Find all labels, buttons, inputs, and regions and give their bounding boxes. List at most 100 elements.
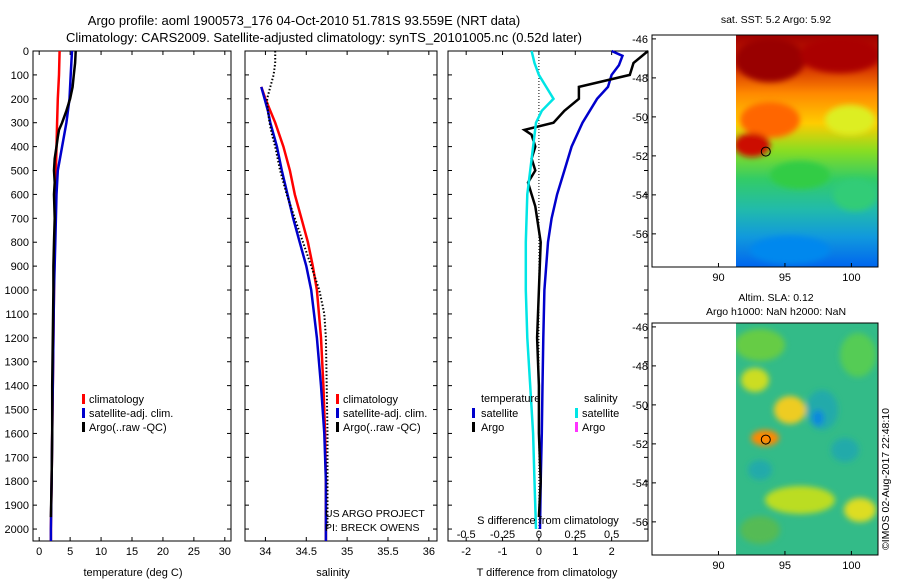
series-line-satellite-adj-clim-	[260, 86, 328, 541]
x-tick-label: -1	[498, 546, 508, 558]
x-tick-label: 0	[536, 546, 542, 558]
map-y-tick-label: -54	[632, 190, 648, 202]
map-y-tick-label: -48	[632, 361, 648, 373]
series-line-argo-raw-qc-	[49, 50, 77, 518]
legend-label-argo: Argo(..raw -QC)	[343, 422, 421, 434]
legend-label-climatology: climatology	[89, 394, 145, 406]
sst-orange-patch	[740, 102, 800, 138]
x-tick-label: 34	[259, 546, 271, 558]
map-y-tick-label: -48	[632, 73, 648, 85]
depth-tick-label: 200	[11, 94, 29, 106]
depth-tick-label: 900	[11, 261, 29, 273]
temperature-panel-frame	[32, 50, 232, 542]
sst-map-frame	[651, 34, 879, 268]
sla-cyan-patch	[748, 460, 772, 480]
depth-tick-label: 300	[11, 118, 29, 130]
sla-cyan-patch	[831, 438, 859, 462]
sla-green-patch	[740, 516, 780, 544]
map-y-tick-label: -52	[632, 439, 648, 451]
difference-panel-frame	[447, 50, 649, 542]
series-line-temperature-argo	[521, 50, 649, 518]
legend-swatch-satellite-adj	[82, 408, 85, 418]
legend-swatch-argo	[336, 422, 339, 432]
sla-cyan-patch	[806, 390, 838, 430]
difference-legend: temperature salinity satellite Argo sate…	[472, 393, 619, 434]
project-label: US ARGO PROJECT	[325, 508, 425, 520]
depth-tick-label: 1500	[5, 405, 29, 417]
map-y-tick-label: -46	[632, 322, 648, 334]
map-y-tick-label: -50	[632, 112, 648, 124]
legend-swatch-s-satellite	[575, 408, 578, 418]
sla-green-patch	[736, 329, 785, 361]
x-tick-label: 35	[341, 546, 353, 558]
s-tick-label: 0	[536, 529, 542, 541]
sla-heatmap	[736, 323, 878, 555]
x-tick-label: 1	[572, 546, 578, 558]
sla-yellow-patch	[844, 498, 876, 522]
sst-warm-patch	[736, 38, 805, 82]
legend-swatch-argo	[82, 422, 85, 432]
series-line-climatology	[260, 86, 328, 541]
sst-green-patch	[833, 179, 877, 211]
figure-title-line2: Climatology: CARS2009. Satellite-adjuste…	[66, 30, 582, 45]
sst-heatmap	[736, 35, 878, 267]
salinity-panel-frame	[244, 50, 438, 542]
x-tick-label: 0	[36, 546, 42, 558]
sst-yellow-patch	[825, 105, 875, 135]
x-tick-label: 35.5	[377, 546, 398, 558]
legend-header-salinity: salinity	[584, 393, 618, 405]
map-x-tick-label: 95	[779, 560, 791, 572]
x-tick-label: 15	[126, 546, 138, 558]
depth-tick-label: 1100	[5, 309, 29, 321]
imos-credit: ©IMOS 02-Aug-2017 22:48:10	[880, 408, 892, 550]
temperature-axis-label: temperature (deg C)	[83, 567, 182, 579]
legend-label-s-satellite: satellite	[582, 408, 619, 420]
legend-swatch-climatology	[336, 394, 339, 404]
sla-green-patch	[840, 333, 876, 377]
sla-yellow-patch	[741, 368, 769, 392]
series-line-temperature-satellite	[538, 49, 625, 530]
sst-green-patch	[770, 161, 830, 189]
temperature-legend: climatology satellite-adj. clim. Argo(..…	[82, 394, 173, 434]
legend-header-temperature: temperature	[481, 393, 540, 405]
x-tick-label: -2	[461, 546, 471, 558]
map-y-tick-label: -56	[632, 229, 648, 241]
map-y-tick-label: -52	[632, 151, 648, 163]
depth-tick-label: 1300	[5, 357, 29, 369]
sst-map-title: sat. SST: 5.2 Argo: 5.92	[721, 14, 831, 26]
map-y-tick-label: -50	[632, 400, 648, 412]
sla-orange-patch	[751, 430, 779, 446]
pi-label: PI: BRECK OWENS	[325, 522, 420, 534]
legend-label-s-argo: Argo	[582, 422, 605, 434]
legend-label-satellite-adj: satellite-adj. clim.	[343, 408, 427, 420]
legend-swatch-s-argo	[575, 422, 578, 432]
x-tick-label: 25	[188, 546, 200, 558]
s-tick-label: -0.25	[490, 529, 515, 541]
x-tick-label: 10	[95, 546, 107, 558]
s-tick-label: 0.25	[565, 529, 586, 541]
sst-blue-patch	[750, 236, 830, 264]
s-tick-label: -0.5	[457, 529, 476, 541]
depth-tick-label: 1800	[5, 476, 29, 488]
t-difference-axis-label: T difference from climatology	[477, 567, 618, 579]
depth-tick-label: 1000	[5, 285, 29, 297]
sla-map-title2: Argo h1000: NaN h2000: NaN	[706, 306, 846, 318]
s-tick-label: 0.5	[604, 529, 619, 541]
salinity-axis-label: salinity	[316, 567, 350, 579]
legend-label-argo: Argo(..raw -QC)	[89, 422, 167, 434]
sla-map-frame	[651, 322, 879, 556]
sla-map-title: Altim. SLA: 0.12	[738, 292, 813, 304]
x-tick-label: 36	[423, 546, 435, 558]
map-x-tick-label: 95	[779, 272, 791, 284]
depth-tick-label: 700	[11, 213, 29, 225]
sst-red-patch	[736, 133, 770, 157]
sla-argo-marker	[760, 434, 771, 445]
legend-swatch-t-argo	[472, 422, 475, 432]
s-difference-axis-label: S difference from climatology	[477, 515, 619, 527]
map-x-tick-label: 100	[842, 560, 860, 572]
depth-tick-label: 100	[11, 70, 29, 82]
x-tick-label: 30	[219, 546, 231, 558]
sla-blue-patch	[812, 410, 824, 426]
sla-yellow-patch	[765, 486, 835, 514]
